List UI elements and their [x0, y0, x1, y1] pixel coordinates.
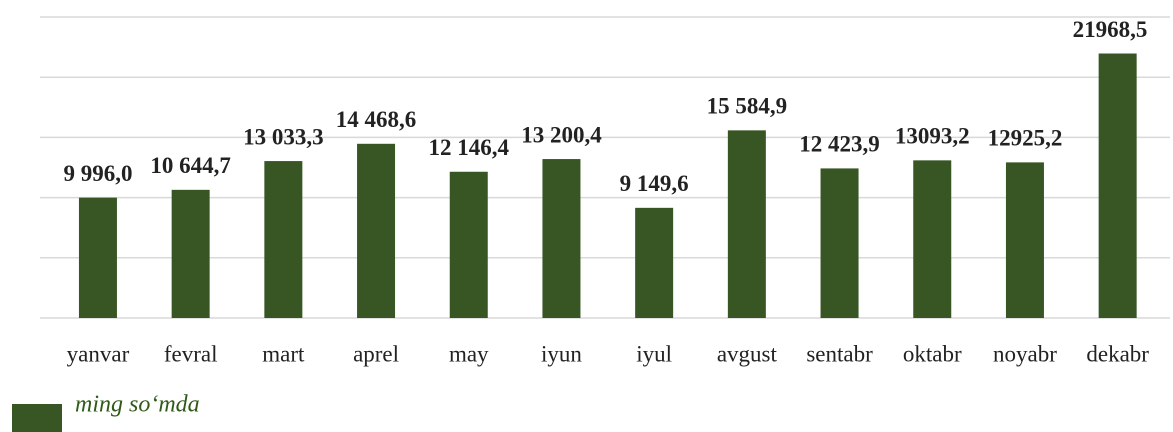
data-label: 9 149,6 — [620, 171, 689, 196]
x-tick-label: dekabr — [1086, 341, 1149, 366]
data-label: 13 033,3 — [243, 124, 324, 149]
bar — [913, 160, 952, 318]
bar — [264, 161, 303, 318]
bar — [449, 171, 488, 318]
data-label: 12925,2 — [988, 126, 1063, 151]
bar — [635, 207, 674, 318]
x-tick-label: sentabr — [806, 341, 873, 366]
data-label: 14 468,6 — [336, 107, 417, 132]
bar — [820, 168, 859, 318]
bar — [1005, 162, 1044, 318]
bar — [357, 143, 396, 318]
bar — [171, 189, 210, 318]
data-label: 13 200,4 — [521, 122, 602, 147]
x-tick-label: may — [449, 341, 489, 366]
data-label: 12 146,4 — [429, 135, 510, 160]
x-tick-label: avgust — [717, 341, 778, 366]
bar — [727, 130, 766, 318]
data-label: 13093,2 — [895, 124, 970, 149]
x-tick-label: aprel — [353, 341, 399, 366]
x-tick-label: noyabr — [993, 341, 1057, 366]
x-tick-label: mart — [262, 341, 305, 366]
legend-swatch — [12, 404, 62, 432]
data-label: 10 644,7 — [150, 153, 231, 178]
data-label: 15 584,9 — [707, 94, 788, 119]
data-label: 12 423,9 — [799, 132, 880, 157]
bar — [1098, 53, 1137, 318]
legend-label: ming so‘mda — [75, 392, 200, 418]
x-tick-label: iyul — [636, 341, 672, 366]
x-tick-label: oktabr — [903, 341, 962, 366]
x-tick-label: yanvar — [67, 341, 130, 366]
data-label: 21968,5 — [1073, 17, 1148, 42]
bar — [78, 197, 117, 318]
x-tick-label: fevral — [164, 341, 218, 366]
data-label: 9 996,0 — [63, 161, 132, 186]
x-tick-label: iyun — [541, 341, 582, 366]
bar — [542, 159, 581, 318]
